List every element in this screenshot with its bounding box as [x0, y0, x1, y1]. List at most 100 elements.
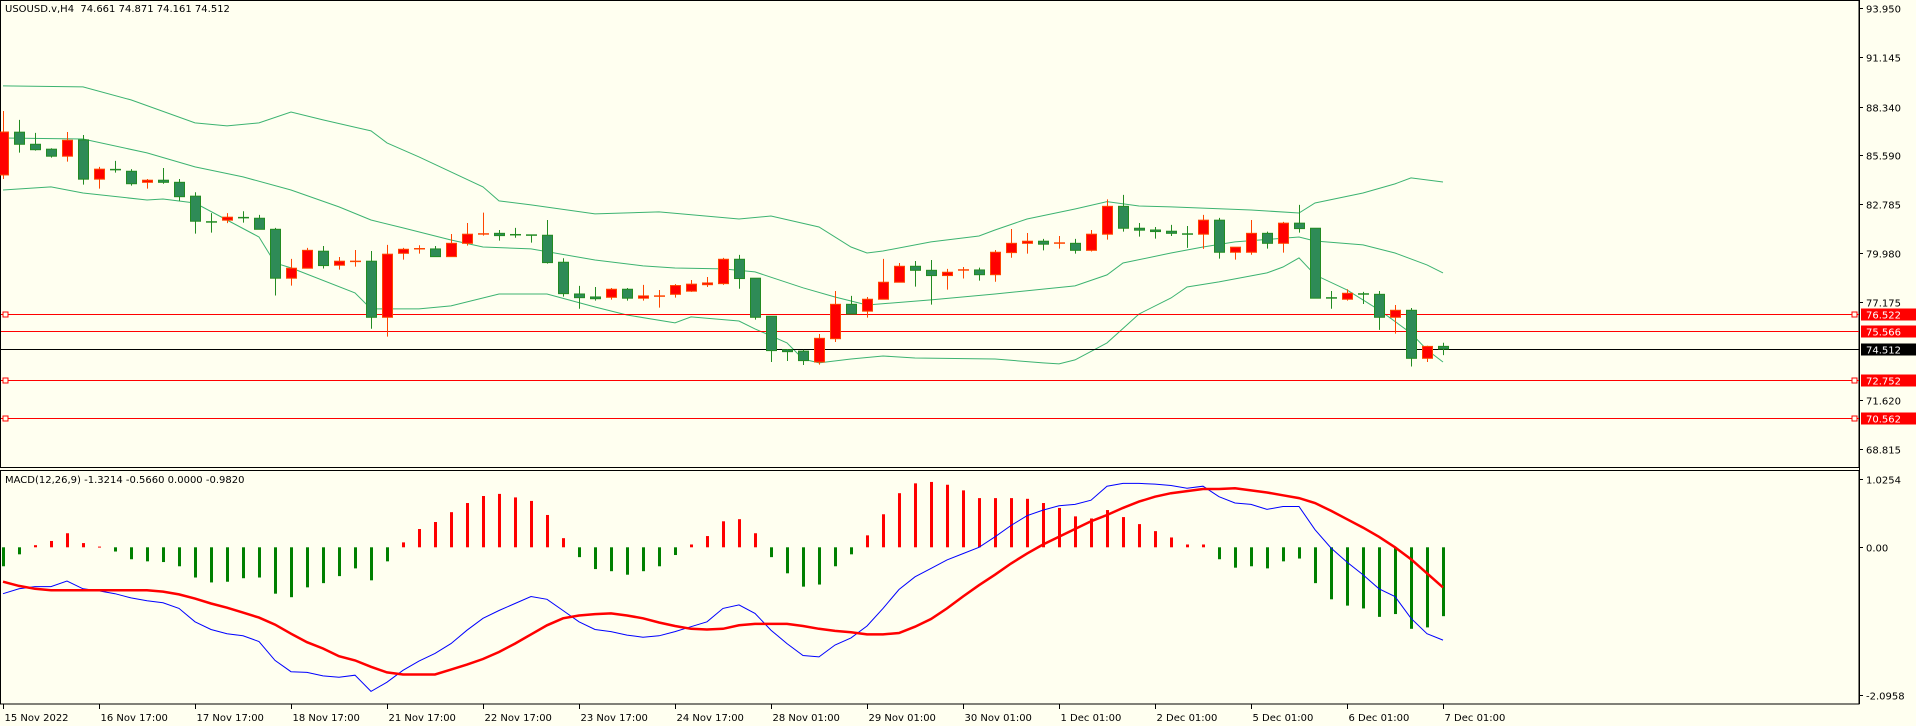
candle[interactable]	[1102, 199, 1113, 240]
candle[interactable]	[590, 286, 601, 301]
candle[interactable]	[750, 277, 761, 320]
candle[interactable]	[830, 290, 841, 343]
candle[interactable]	[926, 259, 937, 305]
candle[interactable]	[190, 192, 201, 234]
candle[interactable]	[782, 349, 793, 361]
candle[interactable]	[1198, 214, 1209, 249]
candle[interactable]	[734, 254, 745, 289]
candle[interactable]	[174, 178, 185, 201]
macd-histogram-bar	[866, 535, 869, 548]
candle[interactable]	[62, 132, 73, 162]
candle[interactable]	[1262, 231, 1273, 249]
candle[interactable]	[366, 251, 377, 329]
candle[interactable]	[78, 134, 89, 185]
candle[interactable]	[270, 227, 281, 296]
candle[interactable]	[942, 268, 953, 290]
candle[interactable]	[542, 220, 553, 264]
candle[interactable]	[1230, 246, 1241, 260]
candle[interactable]	[1038, 238, 1049, 251]
candle[interactable]	[718, 257, 729, 285]
candle[interactable]	[1342, 289, 1353, 301]
candle[interactable]	[958, 266, 969, 279]
candle[interactable]	[1070, 238, 1081, 254]
candle[interactable]	[1422, 345, 1433, 362]
candle[interactable]	[1310, 227, 1321, 299]
candle[interactable]	[1214, 217, 1225, 259]
candle[interactable]	[1134, 222, 1145, 237]
candle[interactable]	[414, 245, 425, 254]
candle[interactable]	[382, 244, 393, 337]
candle[interactable]	[1406, 308, 1417, 367]
candle[interactable]	[1054, 235, 1065, 249]
candle[interactable]	[286, 258, 297, 286]
candle[interactable]	[574, 285, 585, 309]
candle[interactable]	[462, 222, 473, 246]
candle[interactable]	[862, 296, 873, 318]
candle[interactable]	[606, 288, 617, 300]
candle[interactable]	[910, 261, 921, 287]
candle[interactable]	[1166, 224, 1177, 236]
candle[interactable]	[878, 258, 889, 300]
candle[interactable]	[1326, 290, 1337, 309]
candle[interactable]	[302, 247, 313, 269]
candle-body	[574, 293, 585, 299]
candle[interactable]	[430, 245, 441, 258]
candle[interactable]	[1006, 228, 1017, 258]
candle[interactable]	[702, 276, 713, 287]
candle[interactable]	[222, 213, 233, 224]
candle[interactable]	[1390, 305, 1401, 334]
candle[interactable]	[238, 211, 249, 223]
candle[interactable]	[110, 160, 121, 173]
candle[interactable]	[94, 166, 105, 189]
candle[interactable]	[526, 234, 537, 243]
candle-body	[302, 249, 313, 269]
candle[interactable]	[1150, 227, 1161, 239]
candle[interactable]	[46, 148, 57, 158]
candle[interactable]	[654, 289, 665, 308]
macd-histogram-bar	[1138, 524, 1141, 548]
candle[interactable]	[494, 229, 505, 241]
candle[interactable]	[510, 227, 521, 238]
candle[interactable]	[1294, 204, 1305, 233]
macd-histogram-bar	[1346, 547, 1349, 606]
candle[interactable]	[1182, 225, 1193, 248]
candle[interactable]	[1086, 229, 1097, 252]
candle[interactable]	[206, 213, 217, 233]
candle[interactable]	[334, 256, 345, 270]
candle[interactable]	[894, 262, 905, 283]
candle[interactable]	[1358, 291, 1369, 304]
candle[interactable]	[1118, 194, 1129, 232]
candle[interactable]	[638, 284, 649, 301]
candle[interactable]	[318, 245, 329, 269]
candle[interactable]	[30, 132, 41, 151]
candle-body	[286, 267, 297, 279]
candle[interactable]	[254, 214, 265, 230]
candle[interactable]	[974, 267, 985, 281]
candle[interactable]	[798, 349, 809, 365]
candle[interactable]	[398, 247, 409, 260]
candle[interactable]	[766, 315, 777, 362]
candle[interactable]	[814, 333, 825, 365]
candle[interactable]	[558, 258, 569, 297]
candle[interactable]	[478, 212, 489, 236]
candle[interactable]	[1374, 290, 1385, 330]
candle[interactable]	[1278, 221, 1289, 253]
candle[interactable]	[158, 167, 169, 184]
candle[interactable]	[446, 234, 457, 258]
candle[interactable]	[350, 249, 361, 267]
candle-body	[430, 248, 441, 258]
candle[interactable]	[670, 284, 681, 298]
candle[interactable]	[1022, 232, 1033, 254]
candle[interactable]	[846, 295, 857, 315]
candle[interactable]	[14, 119, 25, 153]
candle[interactable]	[1246, 220, 1257, 255]
candle[interactable]	[0, 110, 9, 179]
candle[interactable]	[126, 169, 137, 186]
candle[interactable]	[686, 279, 697, 292]
candle[interactable]	[142, 178, 153, 189]
candle[interactable]	[1438, 342, 1449, 356]
candle[interactable]	[622, 288, 633, 301]
candle[interactable]	[990, 249, 1001, 282]
time-axis-label: 22 Nov 17:00	[485, 713, 552, 724]
